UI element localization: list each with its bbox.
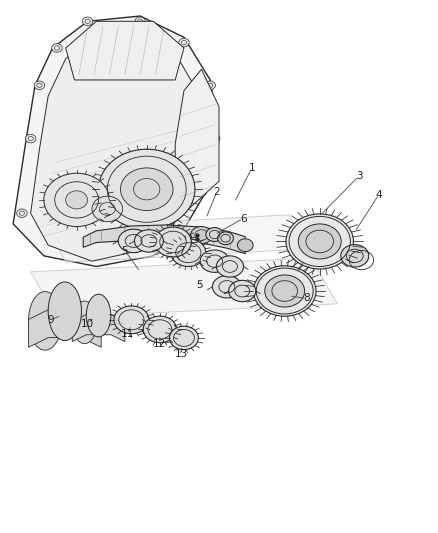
- Text: 6: 6: [240, 214, 247, 223]
- Text: 2: 2: [213, 187, 220, 197]
- Ellipse shape: [66, 191, 88, 209]
- Text: 1: 1: [248, 163, 255, 173]
- Ellipse shape: [143, 316, 177, 343]
- Ellipse shape: [82, 17, 93, 26]
- Ellipse shape: [206, 228, 223, 241]
- Ellipse shape: [171, 239, 206, 266]
- Ellipse shape: [298, 224, 341, 259]
- Polygon shape: [28, 310, 101, 348]
- Ellipse shape: [120, 168, 173, 211]
- Text: 9: 9: [47, 315, 54, 325]
- Ellipse shape: [52, 44, 62, 52]
- Ellipse shape: [48, 282, 81, 341]
- Polygon shape: [66, 21, 184, 80]
- Ellipse shape: [86, 294, 111, 337]
- Ellipse shape: [135, 17, 145, 26]
- Polygon shape: [83, 225, 245, 254]
- Ellipse shape: [218, 232, 233, 245]
- Ellipse shape: [34, 81, 45, 90]
- Polygon shape: [48, 215, 307, 262]
- Text: 4: 4: [375, 190, 382, 199]
- Polygon shape: [72, 314, 125, 342]
- Ellipse shape: [209, 134, 220, 143]
- Ellipse shape: [212, 276, 241, 298]
- Ellipse shape: [99, 149, 195, 229]
- Ellipse shape: [200, 250, 229, 272]
- Ellipse shape: [25, 134, 36, 143]
- Ellipse shape: [72, 301, 97, 344]
- Ellipse shape: [229, 280, 256, 302]
- Text: 13: 13: [175, 350, 188, 359]
- Ellipse shape: [205, 81, 215, 90]
- Ellipse shape: [265, 275, 304, 307]
- Ellipse shape: [155, 227, 191, 257]
- Ellipse shape: [191, 227, 212, 244]
- Ellipse shape: [114, 306, 149, 334]
- Polygon shape: [31, 32, 201, 261]
- Ellipse shape: [237, 239, 253, 252]
- Ellipse shape: [118, 229, 149, 253]
- Polygon shape: [166, 69, 219, 229]
- Ellipse shape: [92, 196, 123, 222]
- Polygon shape: [13, 16, 219, 266]
- Ellipse shape: [216, 256, 244, 277]
- Ellipse shape: [196, 188, 207, 196]
- Text: 8: 8: [303, 294, 310, 303]
- Ellipse shape: [179, 38, 189, 47]
- Text: 5: 5: [196, 280, 203, 290]
- Text: 12: 12: [153, 339, 166, 349]
- Ellipse shape: [341, 245, 369, 267]
- Ellipse shape: [253, 266, 316, 316]
- Ellipse shape: [170, 326, 198, 350]
- Text: 11: 11: [120, 329, 134, 338]
- Text: 7: 7: [178, 246, 185, 255]
- Polygon shape: [31, 258, 337, 318]
- Ellipse shape: [134, 230, 163, 252]
- Text: 10: 10: [81, 319, 94, 328]
- Text: 3: 3: [356, 171, 363, 181]
- Ellipse shape: [286, 214, 353, 269]
- Ellipse shape: [174, 225, 185, 233]
- Text: 5: 5: [121, 246, 128, 255]
- Ellipse shape: [44, 173, 110, 227]
- Ellipse shape: [17, 209, 27, 217]
- Ellipse shape: [28, 292, 62, 350]
